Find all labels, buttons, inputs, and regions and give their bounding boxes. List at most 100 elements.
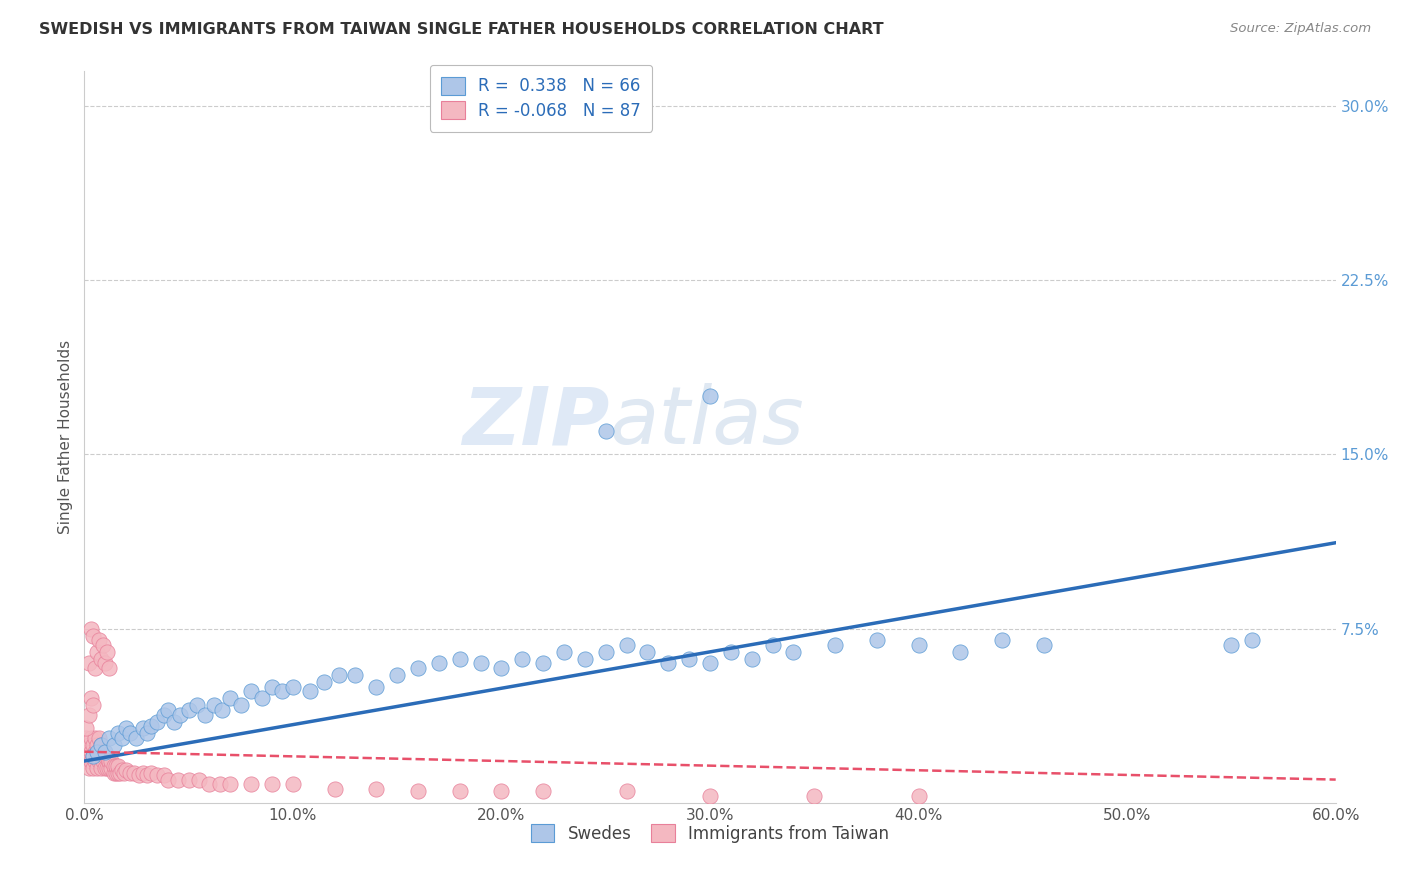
Point bbox=[79, 691, 101, 706]
Point bbox=[79, 731, 101, 745]
Point bbox=[314, 675, 336, 690]
Point bbox=[100, 754, 122, 768]
Point bbox=[98, 761, 121, 775]
Point bbox=[77, 707, 100, 722]
Point bbox=[198, 777, 221, 791]
Point bbox=[866, 633, 889, 648]
Point bbox=[91, 754, 114, 768]
Point bbox=[366, 680, 388, 694]
Point bbox=[82, 738, 104, 752]
Point bbox=[90, 738, 112, 752]
Point bbox=[104, 765, 127, 780]
Point bbox=[111, 764, 134, 778]
Point bbox=[103, 758, 125, 772]
Point bbox=[240, 684, 263, 698]
Point bbox=[177, 772, 200, 787]
Point bbox=[139, 719, 162, 733]
Point bbox=[491, 661, 513, 675]
Point bbox=[82, 698, 104, 713]
Point bbox=[90, 761, 112, 775]
Text: SWEDISH VS IMMIGRANTS FROM TAIWAN SINGLE FATHER HOUSEHOLDS CORRELATION CHART: SWEDISH VS IMMIGRANTS FROM TAIWAN SINGLE… bbox=[39, 22, 884, 37]
Point bbox=[250, 691, 273, 706]
Point bbox=[79, 745, 101, 759]
Point bbox=[741, 652, 763, 666]
Point bbox=[167, 772, 190, 787]
Point bbox=[366, 781, 388, 796]
Point bbox=[907, 638, 929, 652]
Point bbox=[75, 731, 97, 745]
Point bbox=[82, 749, 104, 764]
Point bbox=[657, 657, 679, 671]
Point bbox=[77, 657, 100, 671]
Point bbox=[907, 789, 929, 803]
Point bbox=[112, 765, 135, 780]
Point bbox=[595, 424, 617, 438]
Point bbox=[406, 661, 429, 675]
Point bbox=[169, 707, 191, 722]
Point bbox=[782, 645, 804, 659]
Point bbox=[574, 652, 596, 666]
Point bbox=[991, 633, 1014, 648]
Point bbox=[720, 645, 742, 659]
Point bbox=[491, 784, 513, 798]
Point bbox=[82, 749, 104, 764]
Point bbox=[132, 722, 155, 736]
Point bbox=[90, 652, 112, 666]
Point bbox=[699, 657, 721, 671]
Point bbox=[637, 645, 659, 659]
Point bbox=[77, 738, 100, 752]
Point bbox=[87, 745, 110, 759]
Point bbox=[90, 738, 112, 752]
Point bbox=[83, 661, 105, 675]
Point bbox=[449, 784, 471, 798]
Point bbox=[75, 722, 97, 736]
Point bbox=[103, 738, 125, 752]
Point bbox=[281, 680, 304, 694]
Point bbox=[96, 761, 118, 775]
Point bbox=[449, 652, 471, 666]
Point bbox=[139, 765, 162, 780]
Point bbox=[79, 754, 101, 768]
Point bbox=[595, 645, 617, 659]
Point bbox=[470, 657, 492, 671]
Point bbox=[77, 761, 100, 775]
Point bbox=[406, 784, 429, 798]
Point bbox=[949, 645, 972, 659]
Point bbox=[87, 731, 110, 745]
Point bbox=[115, 722, 138, 736]
Point bbox=[323, 781, 346, 796]
Point bbox=[77, 749, 100, 764]
Point bbox=[107, 726, 129, 740]
Point bbox=[98, 731, 121, 745]
Point bbox=[107, 758, 129, 772]
Point bbox=[125, 731, 148, 745]
Point bbox=[385, 668, 409, 682]
Point bbox=[219, 691, 242, 706]
Point bbox=[108, 765, 131, 780]
Point bbox=[262, 777, 284, 791]
Point bbox=[136, 726, 159, 740]
Point bbox=[136, 768, 159, 782]
Point bbox=[128, 768, 150, 782]
Point bbox=[86, 749, 108, 764]
Point bbox=[156, 703, 179, 717]
Point bbox=[82, 761, 104, 775]
Point bbox=[531, 657, 554, 671]
Point bbox=[96, 645, 118, 659]
Point bbox=[1241, 633, 1264, 648]
Point bbox=[188, 772, 211, 787]
Point bbox=[219, 777, 242, 791]
Point bbox=[96, 749, 118, 764]
Point bbox=[229, 698, 252, 713]
Legend: Swedes, Immigrants from Taiwan: Swedes, Immigrants from Taiwan bbox=[524, 817, 896, 849]
Point bbox=[90, 749, 112, 764]
Point bbox=[194, 707, 217, 722]
Point bbox=[824, 638, 846, 652]
Point bbox=[616, 638, 638, 652]
Point bbox=[146, 768, 169, 782]
Point bbox=[124, 765, 146, 780]
Point bbox=[512, 652, 534, 666]
Text: Source: ZipAtlas.com: Source: ZipAtlas.com bbox=[1230, 22, 1371, 36]
Point bbox=[86, 761, 108, 775]
Point bbox=[427, 657, 450, 671]
